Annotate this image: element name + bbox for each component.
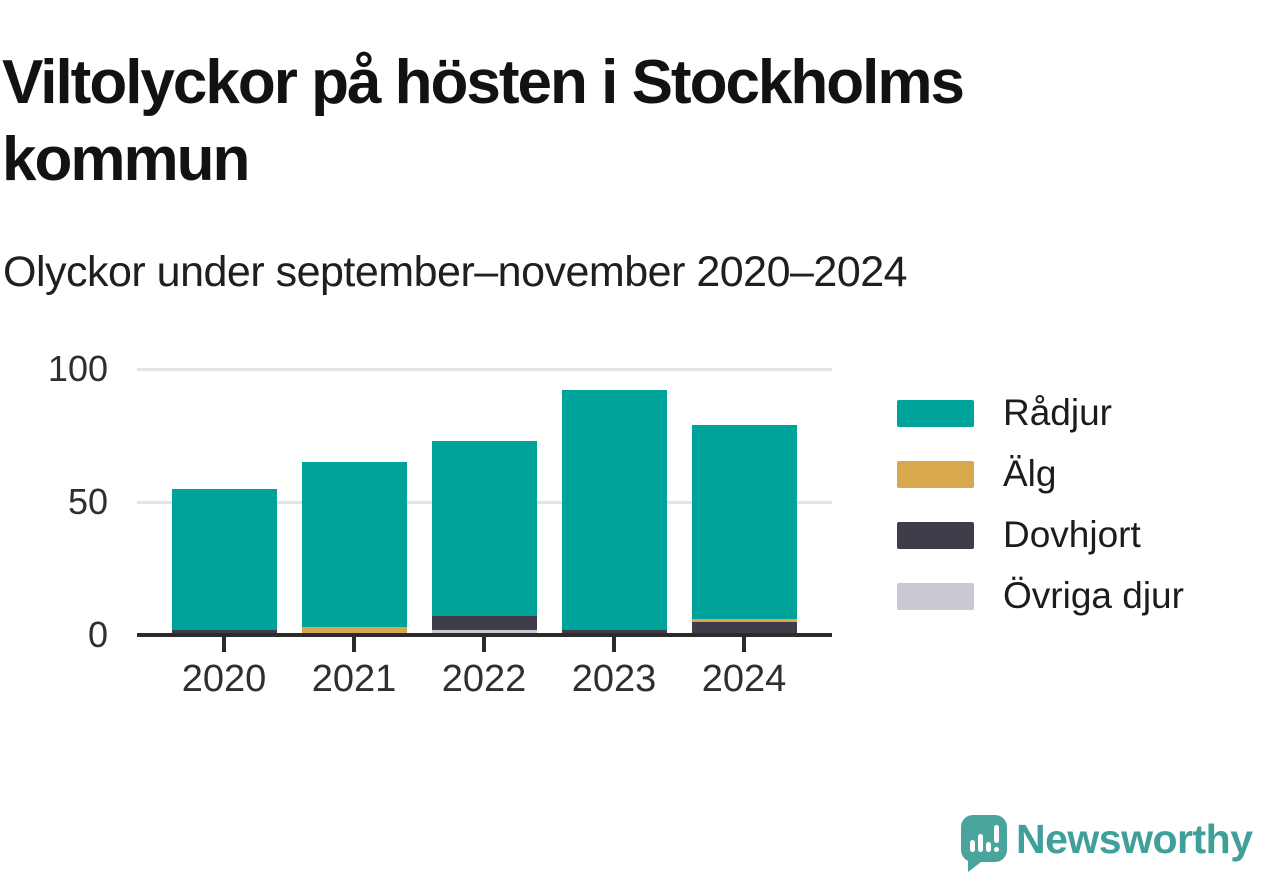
bar-2024-alg-segment [691, 619, 797, 622]
legend-swatch-dovhjort [897, 521, 974, 549]
x-tick-2024 [742, 637, 746, 652]
bar-2020-radjur-segment [171, 488, 277, 630]
x-tick-2020 [222, 637, 226, 652]
bar-2022-ovriga-djur-segment [431, 629, 537, 635]
legend-item-radjur: Rådjur [897, 392, 1184, 433]
logo-text: Newsworthy [1016, 816, 1253, 862]
bar-2023-radjur-segment [561, 390, 667, 630]
bar-2023-dovhjort-segment [561, 629, 667, 635]
x-axis-label-2023: 2023 [571, 658, 657, 700]
x-tick-2021 [352, 637, 356, 652]
legend-label: Övriga djur [1003, 575, 1184, 616]
legend-item-dovhjort: Dovhjort [897, 514, 1184, 555]
newsworthy-logo-icon [961, 815, 1007, 862]
y-axis-label-100: 100 [47, 348, 108, 389]
bar-2024-radjur-segment [691, 424, 797, 620]
x-tick-2023 [612, 637, 616, 652]
legend-item-alg: Älg [897, 453, 1184, 494]
legend-label: Rådjur [1003, 392, 1112, 433]
logo-bubble-tail [968, 859, 985, 872]
bar-2020-dovhjort-segment [171, 629, 277, 635]
bar-2022-dovhjort-segment [431, 616, 537, 630]
legend: Rådjur Älg Dovhjort Övriga djur [897, 392, 1184, 616]
y-axis-label-50: 50 [67, 481, 108, 522]
page-title: Viltolyckor på hösten i Stockholms kommu… [2, 47, 965, 194]
bar-2021-alg-segment [301, 627, 407, 635]
bar-2021-radjur-segment [301, 462, 407, 627]
legend-swatch-radjur [897, 399, 974, 427]
legend-item-ovriga-djur: Övriga djur [897, 575, 1184, 616]
legend-label: Dovhjort [1003, 514, 1141, 555]
x-axis-label-2020: 2020 [181, 658, 267, 700]
legend-swatch-ovriga-djur [897, 582, 974, 610]
x-tick-2022 [482, 637, 486, 652]
x-axis-label-2022: 2022 [441, 658, 527, 700]
gridline-100 [137, 367, 832, 371]
x-axis-line [137, 632, 832, 637]
bar-2024-dovhjort-segment [691, 621, 797, 635]
x-axis-label-2024: 2024 [701, 658, 787, 700]
legend-swatch-alg [897, 460, 974, 488]
bar-2022-radjur-segment [431, 440, 537, 617]
y-axis-label-0: 0 [87, 614, 108, 655]
legend-label: Älg [1003, 453, 1057, 494]
x-axis-label-2021: 2021 [311, 658, 397, 700]
newsworthy-logo: Newsworthy [961, 814, 1261, 874]
page-subtitle: Olyckor under september–november 2020–20… [3, 248, 908, 296]
